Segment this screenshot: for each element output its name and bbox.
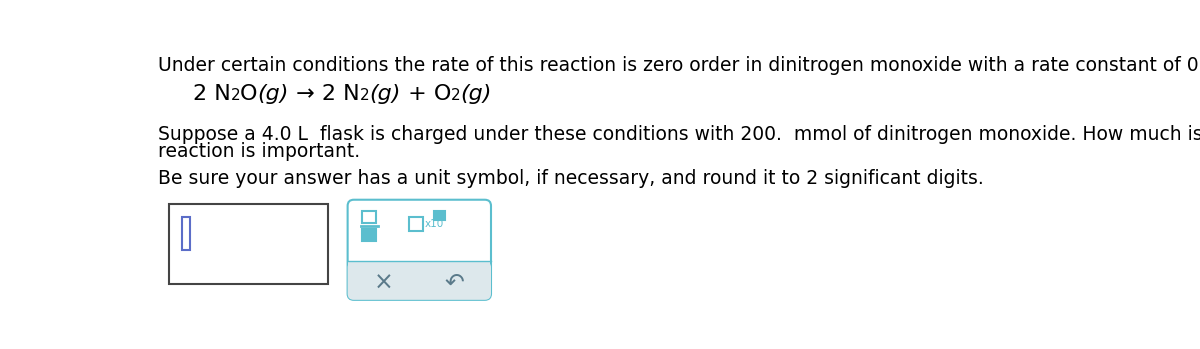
Text: 2: 2: [360, 88, 370, 103]
Text: ↶: ↶: [445, 270, 464, 295]
FancyBboxPatch shape: [348, 261, 491, 269]
Text: + O: + O: [401, 84, 451, 104]
FancyBboxPatch shape: [433, 210, 444, 220]
Text: 2: 2: [451, 88, 461, 103]
FancyBboxPatch shape: [348, 261, 491, 300]
Text: (g): (g): [370, 84, 401, 104]
Text: Suppose a 4.0 L  flask is charged under these conditions with 200.  mmol of dini: Suppose a 4.0 L flask is charged under t…: [157, 125, 1200, 144]
Text: Under certain conditions the rate of this reaction is zero order in dinitrogen m: Under certain conditions the rate of thi…: [157, 56, 1200, 75]
FancyBboxPatch shape: [348, 200, 491, 300]
FancyBboxPatch shape: [409, 217, 422, 231]
Text: Be sure your answer has a unit symbol, if necessary, and round it to 2 significa: Be sure your answer has a unit symbol, i…: [157, 169, 984, 188]
Text: O: O: [240, 84, 258, 104]
Text: 2 N: 2 N: [193, 84, 230, 104]
Text: (g): (g): [461, 84, 492, 104]
FancyBboxPatch shape: [362, 229, 377, 240]
Text: (g): (g): [258, 84, 289, 104]
FancyBboxPatch shape: [181, 217, 190, 250]
Text: → 2 N: → 2 N: [289, 84, 360, 104]
FancyBboxPatch shape: [362, 211, 377, 223]
Text: x10: x10: [425, 220, 444, 229]
Text: 2: 2: [230, 88, 240, 103]
Text: ×: ×: [373, 270, 394, 295]
Text: reaction is important.: reaction is important.: [157, 142, 360, 161]
FancyBboxPatch shape: [169, 203, 329, 284]
